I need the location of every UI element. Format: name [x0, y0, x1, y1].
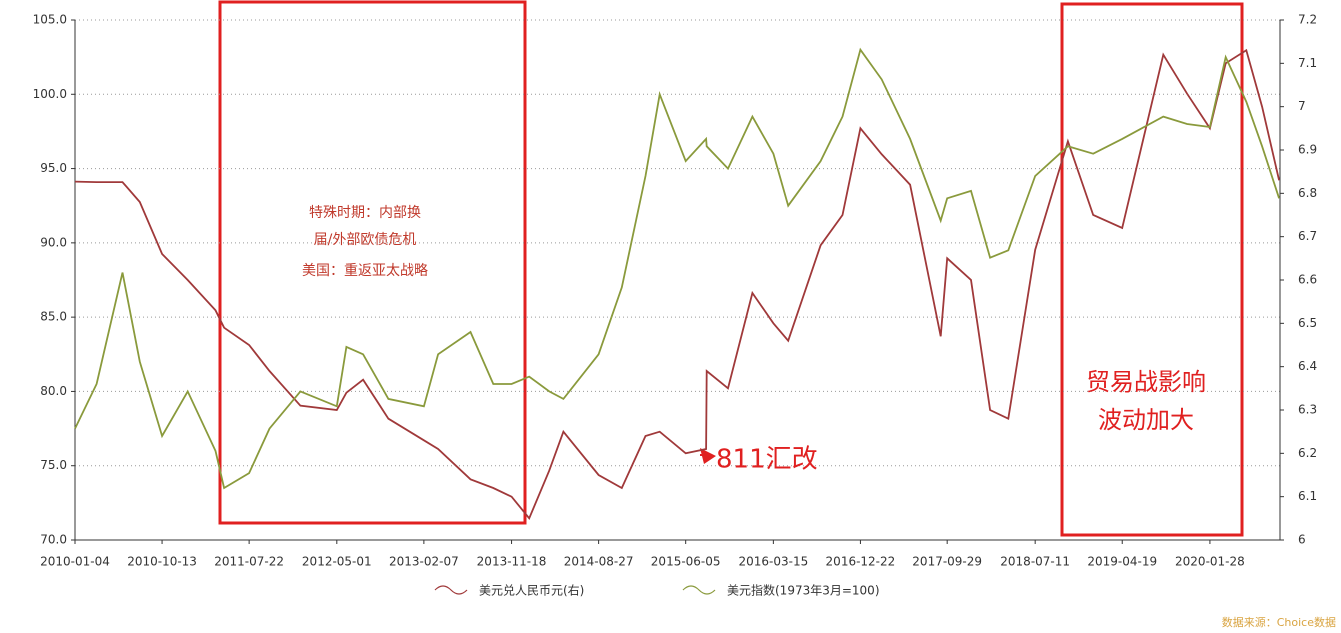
series-line: [74, 48, 1280, 521]
y-tick-label: 100.0: [33, 87, 67, 101]
x-tick-label: 2019-04-19: [1087, 555, 1157, 569]
annotation: 波动加大: [1098, 406, 1194, 434]
x-tick-label: 2017-09-29: [912, 555, 982, 569]
legend-label: 美元兑人民币元(右): [479, 583, 584, 598]
y2-tick-label: 6.7: [1298, 229, 1317, 243]
annotation: 811汇改: [716, 445, 818, 475]
x-tick-label: 2012-05-01: [302, 555, 372, 569]
x-tick-label: 2015-06-05: [651, 555, 721, 569]
annotation: 美国：重返亚太战略: [302, 263, 428, 279]
y-tick-label: 70.0: [40, 533, 67, 547]
y2-tick-label: 6.1: [1298, 489, 1317, 503]
arrow: [700, 448, 716, 464]
annotation: 届/外部欧债危机: [314, 232, 417, 248]
y2-tick-label: 6.5: [1298, 316, 1317, 330]
y2-tick-label: 6.4: [1298, 359, 1317, 373]
y-tick-label: 95.0: [40, 161, 67, 175]
x-tick-label: 2016-12-22: [826, 555, 896, 569]
x-tick-label: 2013-02-07: [389, 555, 459, 569]
legend-swatch: [434, 585, 468, 595]
x-tick-label: 2018-07-11: [1000, 555, 1070, 569]
y2-tick-label: 6.3: [1298, 403, 1317, 417]
x-tick-label: 2014-08-27: [564, 555, 634, 569]
y2-tick-label: 6.2: [1298, 446, 1317, 460]
highlight-box: [218, 0, 527, 525]
series-line: [74, 47, 1280, 490]
highlight-box: [1060, 2, 1244, 537]
source-note: 数据来源：Choice数据: [1222, 615, 1336, 629]
y-tick-label: 80.0: [40, 384, 67, 398]
x-tick-label: 2010-10-13: [127, 555, 197, 569]
annotation: 特殊时期：内部换: [309, 204, 421, 221]
x-tick-label: 2020-01-28: [1175, 555, 1245, 569]
x-tick-label: 2011-07-22: [214, 555, 284, 569]
y2-tick-label: 7.2: [1298, 13, 1317, 27]
y2-tick-label: 7.1: [1298, 56, 1317, 70]
y-tick-label: 105.0: [33, 13, 67, 27]
x-tick-label: 2016-03-15: [738, 555, 808, 569]
x-tick-label: 2013-11-18: [477, 555, 547, 569]
legend-label: 美元指数(1973年3月=100): [727, 583, 880, 598]
y2-tick-label: 6.9: [1298, 143, 1317, 157]
y2-tick-label: 6: [1298, 533, 1306, 547]
y2-tick-label: 6.6: [1298, 273, 1317, 287]
x-tick-label: 2010-01-04: [40, 555, 110, 569]
y-tick-label: 90.0: [40, 235, 67, 249]
y-tick-label: 85.0: [40, 310, 67, 324]
annotation: 贸易战影响: [1086, 368, 1206, 396]
y-tick-label: 75.0: [40, 458, 67, 472]
legend-swatch: [682, 585, 716, 595]
y2-tick-label: 7: [1298, 99, 1306, 113]
y2-tick-label: 6.8: [1298, 186, 1317, 200]
